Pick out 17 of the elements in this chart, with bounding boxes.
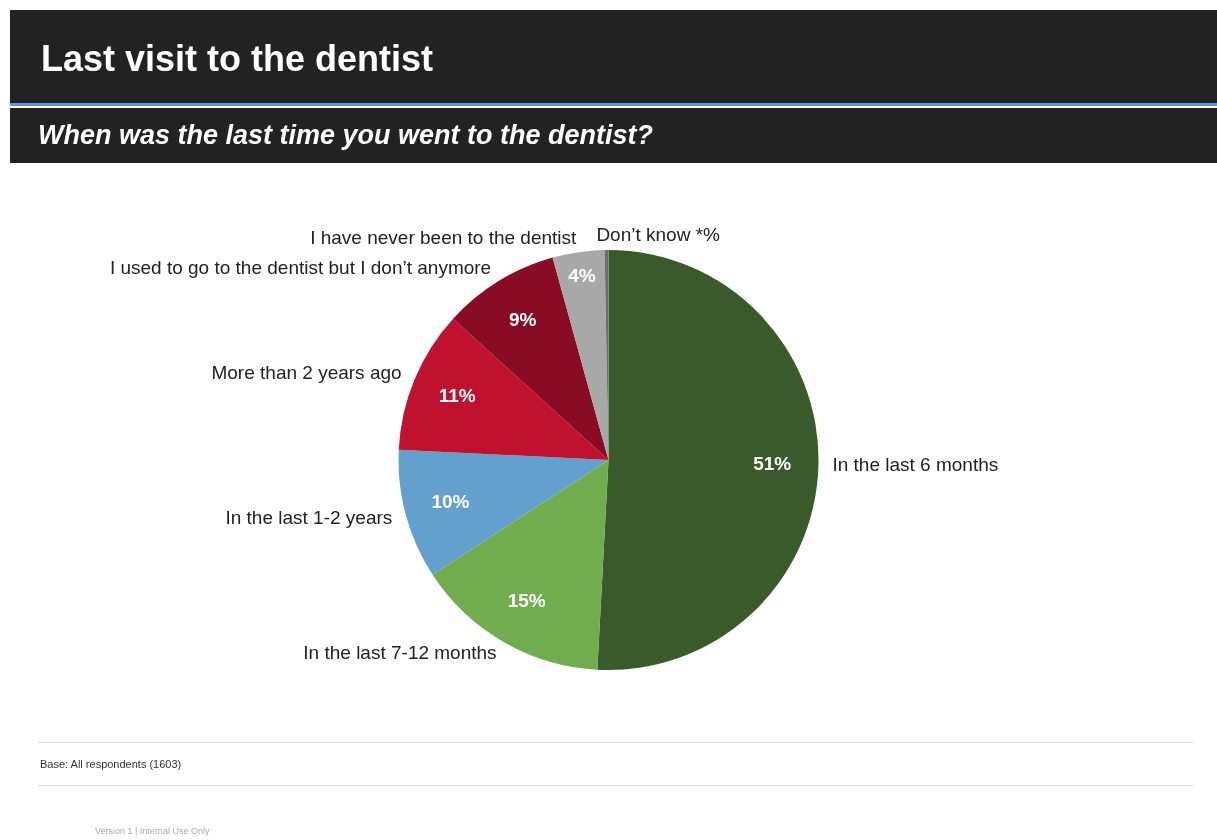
data-label: 10% [431, 491, 470, 513]
data-label: 9% [508, 308, 537, 330]
data-label: 11% [438, 385, 476, 407]
slice-label: More than 2 years ago [211, 362, 402, 384]
text: Version 1 | Internal Use Only [95, 826, 210, 836]
data-label: 51% [753, 452, 792, 474]
data-label: 15% [507, 590, 546, 612]
chart-title: Last visit to the dentist [10, 10, 1217, 103]
slice-label: I have never been to the dentist [310, 226, 578, 248]
slice-label: In the last 1-2 years [225, 506, 393, 528]
slice-label: In the last 7-12 months [303, 642, 497, 664]
slice-label: I used to go to the dentist but I don’t anymore [109, 257, 492, 279]
text: Base: All respondents (1603) [40, 758, 182, 770]
slice-label: Don’t know *% [596, 224, 721, 246]
slice-label: In the last 6 months [832, 454, 999, 476]
data-label: 4% [568, 265, 596, 287]
chart-subtitle: When was the last time you went to the dentist? [10, 108, 1217, 163]
